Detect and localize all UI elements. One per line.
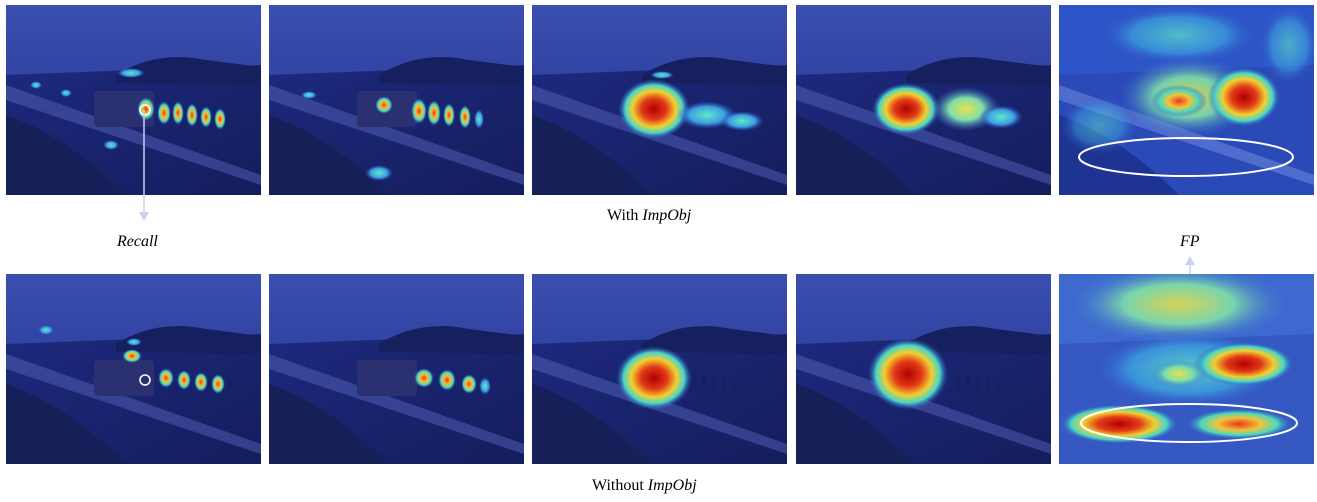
marker-circle <box>139 104 151 116</box>
scene-image <box>269 274 524 464</box>
heatmap-without-1 <box>6 274 261 464</box>
heat-spots <box>30 68 226 150</box>
heatmap-with-4 <box>796 5 1051 195</box>
scene-image <box>6 274 261 464</box>
heat-spots <box>1059 274 1294 444</box>
fp-ellipse-marker <box>1078 137 1294 177</box>
recall-arrow <box>139 110 149 221</box>
heat-spots <box>301 91 484 181</box>
heatmap-with-2 <box>269 5 524 195</box>
scene-image <box>796 5 1051 195</box>
heat-spots <box>616 346 692 410</box>
heat-spots <box>414 368 491 395</box>
caption-without: Without ImpObj <box>592 477 697 494</box>
fp-label: FP <box>1180 233 1200 250</box>
heatmap-without-2 <box>269 274 524 464</box>
scene-image <box>532 274 787 464</box>
heatmap-with-3 <box>532 5 787 195</box>
marker-circle <box>139 374 151 386</box>
fp-ellipse-marker <box>1080 403 1298 443</box>
heat-spots <box>1059 5 1314 155</box>
recall-label: Recall <box>117 233 158 250</box>
heat-spots <box>868 338 948 410</box>
scene-image <box>1059 5 1314 195</box>
heat-spots <box>618 71 764 139</box>
scene-image <box>1059 274 1314 464</box>
caption-with: With ImpObj <box>607 207 692 224</box>
scene-image <box>269 5 524 195</box>
heat-spots <box>872 83 1023 135</box>
heatmap-with-1 <box>6 5 261 195</box>
scene-image <box>6 5 261 195</box>
scene-image <box>532 5 787 195</box>
heatmap-without-5 <box>1059 274 1314 464</box>
heat-spots <box>38 325 225 394</box>
heatmap-with-5 <box>1059 5 1314 195</box>
scene-image <box>796 274 1051 464</box>
heatmap-without-3 <box>532 274 787 464</box>
heatmap-without-4 <box>796 274 1051 464</box>
